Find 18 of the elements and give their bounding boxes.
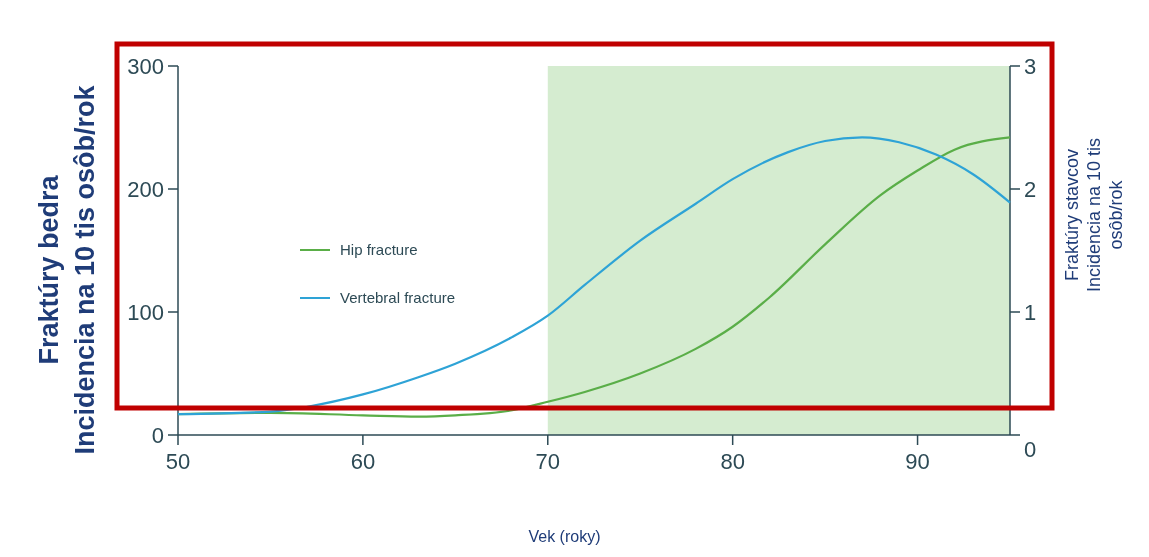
- x-tick-label: 90: [905, 449, 930, 474]
- y-tick-label: 100: [127, 299, 164, 325]
- y2-tick-label: 1: [1024, 299, 1037, 325]
- y-tick-label: 300: [127, 53, 164, 79]
- y-tick-label: 0: [151, 422, 164, 448]
- y2-axis-title: Fraktúry stavcov Incidencia na 10 tis osôb/rok: [1062, 137, 1126, 293]
- y2-tick-label: 3: [1024, 53, 1037, 79]
- x-tick-label: 60: [350, 449, 376, 474]
- y2-tick-label: 2: [1024, 176, 1037, 202]
- legend-label: Vertebral fracture: [340, 289, 456, 307]
- y-tick-label: 200: [127, 176, 164, 202]
- x-axis-title: Vek (roky): [528, 528, 601, 545]
- y-axis-title: Fraktúry bedra Incidencia na 10 tis osôb/rok: [34, 84, 100, 455]
- x-tick-label: 70: [535, 449, 561, 474]
- y2-tick-label: 0: [1024, 436, 1037, 462]
- x-tick-label: 50: [165, 449, 191, 474]
- legend-label: Hip fracture: [340, 241, 418, 259]
- x-tick-label: 80: [720, 449, 745, 474]
